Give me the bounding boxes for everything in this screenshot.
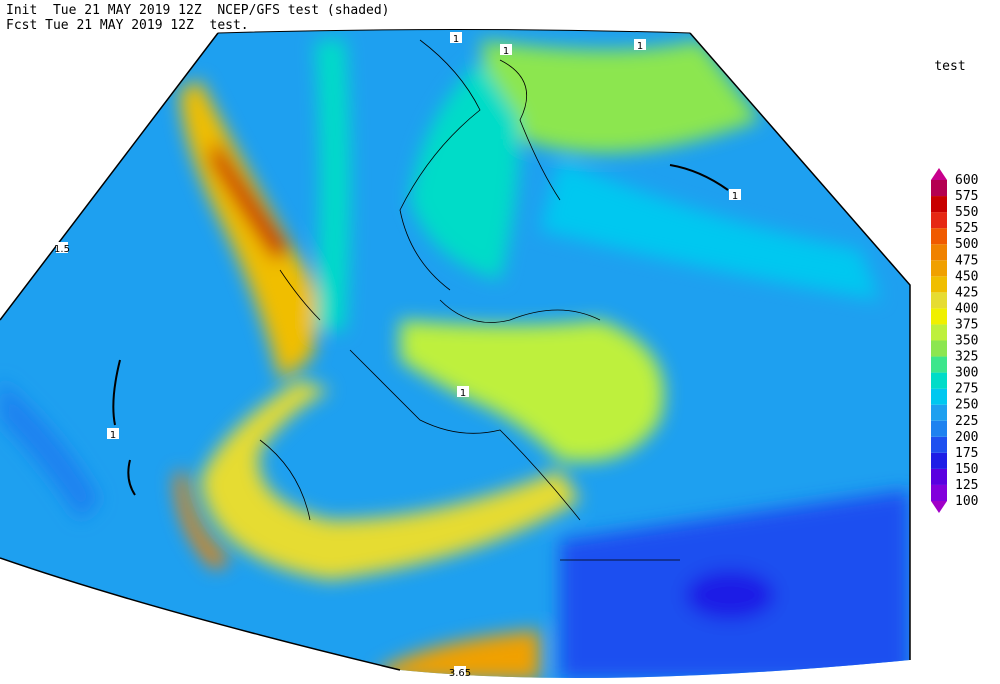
colorbar-label: 575 (955, 189, 978, 204)
colorbar-label: 225 (955, 414, 978, 429)
colorbar-label: 325 (955, 350, 978, 365)
label-bg (457, 386, 469, 397)
colorbar-label: 175 (955, 446, 978, 461)
label-bg (107, 428, 119, 439)
colorbar-swatch (931, 372, 947, 389)
colorbar-swatch (931, 420, 947, 437)
colorbar-label: 525 (955, 221, 978, 236)
label-bg (634, 39, 646, 50)
colorbar-label: 150 (955, 462, 978, 477)
contour-labels: 1 1 1 1 1.5 1 1 3.65 (54, 32, 741, 679)
colorbar-swatch (931, 340, 947, 357)
colorbar-end (931, 501, 947, 513)
colorbar-label: 450 (955, 269, 978, 284)
map (0, 29, 910, 678)
colorbar-label: 400 (955, 301, 978, 316)
colorbar-swatch (931, 244, 947, 261)
colorbar-title: test (934, 59, 965, 74)
colorbar-label: 100 (955, 494, 978, 509)
colorbar-swatch (931, 436, 947, 453)
colorbar-swatch (931, 196, 947, 213)
colorbar-swatch (931, 276, 947, 293)
contour-label: 1 (460, 388, 466, 399)
colorbar-swatch (931, 292, 947, 309)
colorbar-label: 375 (955, 317, 978, 332)
colorbar-swatch (931, 452, 947, 469)
colorbar-swatch (931, 324, 947, 341)
label-bg (500, 44, 512, 55)
colorbar-label: 475 (955, 253, 978, 268)
colorbar-label: 275 (955, 382, 978, 397)
colorbar-swatch (931, 212, 947, 229)
colorbar-swatch (931, 484, 947, 501)
colorbar-label: 250 (955, 398, 978, 413)
colorbar-swatch (931, 356, 947, 373)
colorbar-swatch (931, 228, 947, 245)
colorbar-label: 500 (955, 237, 978, 252)
colorbar-label: 550 (955, 205, 978, 220)
label-bg (56, 242, 68, 253)
colorbar-swatch (931, 468, 947, 485)
colorbar-swatch (931, 308, 947, 325)
label-bg (450, 32, 462, 43)
contour-label: 1 (637, 41, 643, 52)
label-bg (454, 666, 466, 677)
colorbar-swatch (931, 388, 947, 405)
colorbar-label: 350 (955, 334, 978, 349)
contour-label: 1 (110, 430, 116, 441)
header-line: Init Tue 21 MAY 2019 12Z NCEP/GFS test (… (6, 3, 390, 18)
colorbar-swatch (931, 404, 947, 421)
colorbar-label: 125 (955, 478, 978, 493)
contour-label: 1 (503, 46, 509, 57)
colorbar-label: 425 (955, 285, 978, 300)
colorbar: 1001251501752002252502753003253503754004… (931, 168, 978, 513)
colorbar-label: 200 (955, 430, 978, 445)
contour-label: 1.5 (54, 244, 70, 255)
contour-label: 1 (453, 34, 459, 45)
colorbar-label: 300 (955, 366, 978, 381)
contour-label: 1 (732, 191, 738, 202)
colorbar-swatch (931, 260, 947, 277)
contour-label: 3.65 (449, 668, 471, 679)
header-line: Fcst Tue 21 MAY 2019 12Z test. (6, 18, 249, 33)
colorbar-swatch (931, 180, 947, 197)
label-bg (729, 189, 741, 200)
colorbar-end (931, 168, 947, 180)
colorbar-label: 600 (955, 173, 978, 188)
